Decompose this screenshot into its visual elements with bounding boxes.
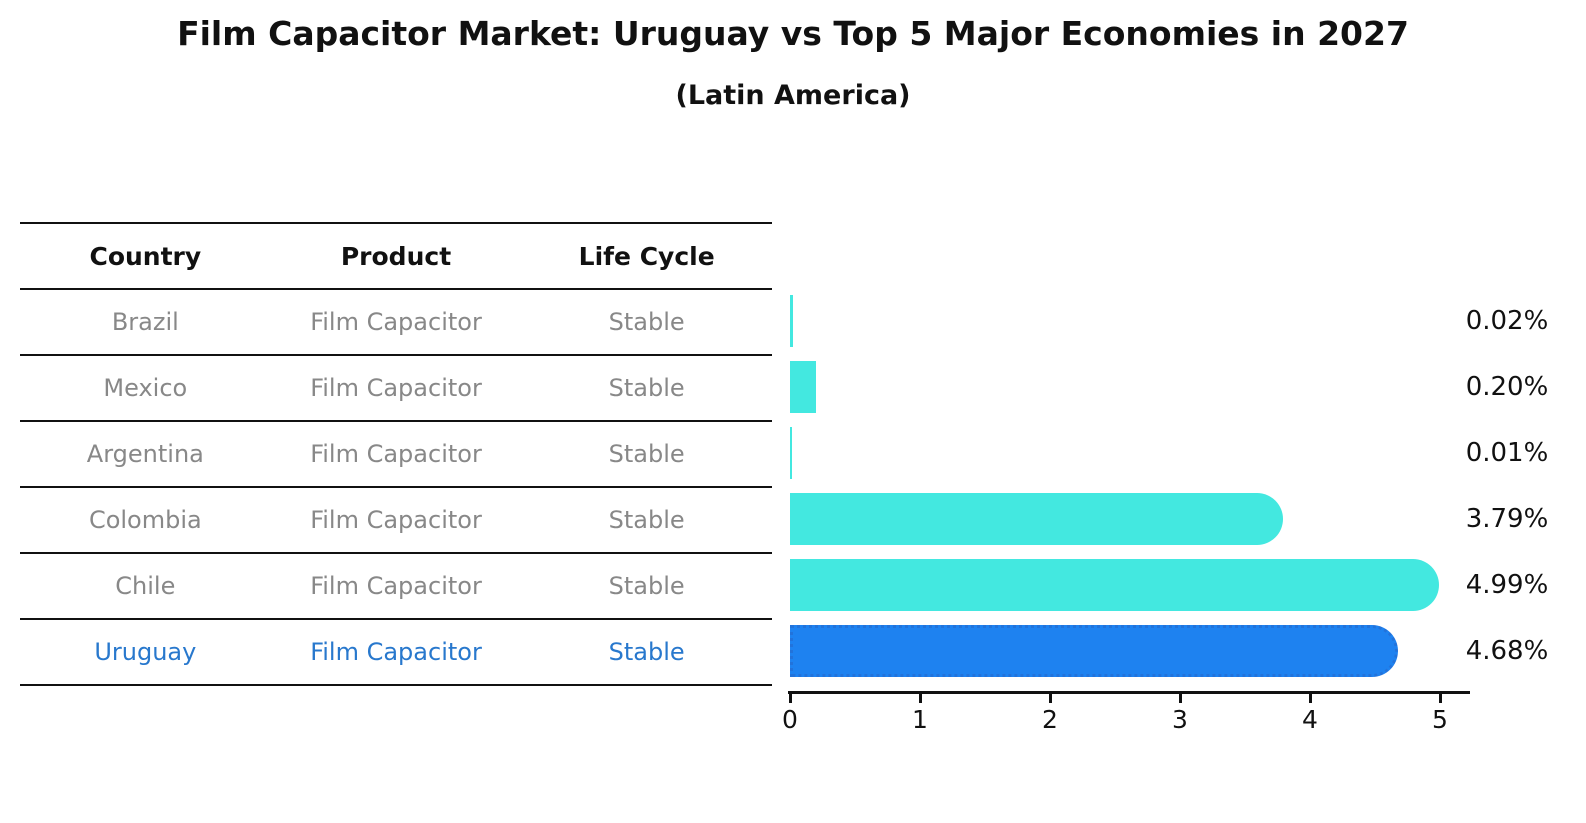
x-tick-label-4: 4 <box>1302 705 1318 734</box>
cell-product: Film Capacitor <box>310 638 482 666</box>
table-row-colombia: Colombia Film Capacitor Stable <box>20 488 772 554</box>
table-row-argentina: Argentina Film Capacitor Stable <box>20 422 772 488</box>
bar-uruguay <box>790 625 1398 677</box>
cell-lifecycle: Stable <box>608 638 685 666</box>
x-tick-label-0: 0 <box>782 705 798 734</box>
bar-brazil <box>790 295 793 347</box>
x-axis-line <box>788 691 1470 694</box>
chart-subtitle: (Latin America) <box>675 80 911 111</box>
value-label-uruguay: 4.68% <box>1465 636 1549 666</box>
cell-product: Film Capacitor <box>310 308 482 336</box>
table-row-uruguay: Uruguay Film Capacitor Stable <box>20 620 772 686</box>
chart-title: Film Capacitor Market: Uruguay vs Top 5 … <box>177 14 1409 53</box>
cell-lifecycle: Stable <box>608 506 685 534</box>
cell-product: Film Capacitor <box>310 572 482 600</box>
value-label-colombia: 3.79% <box>1465 504 1549 534</box>
cell-country: Brazil <box>111 308 179 336</box>
bar-chile <box>790 559 1439 611</box>
x-tick-mark-1 <box>919 694 922 703</box>
cell-lifecycle: Stable <box>608 440 685 468</box>
table-header-row: Country Product Life Cycle <box>20 222 772 290</box>
cell-lifecycle: Stable <box>608 308 685 336</box>
column-header-product: Product <box>340 241 452 271</box>
x-tick-label-5: 5 <box>1432 705 1448 734</box>
x-tick-mark-5 <box>1439 694 1442 703</box>
column-header-lifecycle: Life Cycle <box>578 241 715 271</box>
value-label-mexico: 0.20% <box>1465 372 1549 402</box>
x-tick-mark-4 <box>1309 694 1312 703</box>
cell-product: Film Capacitor <box>310 440 482 468</box>
x-tick-label-1: 1 <box>912 705 928 734</box>
column-header-country: Country <box>89 241 202 271</box>
x-tick-label-2: 2 <box>1042 705 1058 734</box>
value-label-brazil: 0.02% <box>1465 306 1549 336</box>
x-tick-mark-2 <box>1049 694 1052 703</box>
x-tick-mark-3 <box>1179 694 1182 703</box>
value-label-argentina: 0.01% <box>1465 438 1549 468</box>
bar-mexico <box>790 361 816 413</box>
bar-argentina <box>790 427 792 479</box>
table-row-chile: Chile Film Capacitor Stable <box>20 554 772 620</box>
cell-country: Chile <box>115 572 176 600</box>
bar-colombia <box>790 493 1283 545</box>
table-row-mexico: Mexico Film Capacitor Stable <box>20 356 772 422</box>
country-table: Country Product Life Cycle Brazil Film Ca… <box>20 222 772 686</box>
cell-lifecycle: Stable <box>608 374 685 402</box>
value-label-chile: 4.99% <box>1465 570 1549 600</box>
cell-country: Mexico <box>103 374 188 402</box>
cell-country: Uruguay <box>94 638 197 666</box>
cell-lifecycle: Stable <box>608 572 685 600</box>
x-tick-mark-0 <box>789 694 792 703</box>
table-body: Brazil Film Capacitor Stable Mexico Film Cap… <box>20 290 772 686</box>
cell-country: Colombia <box>88 506 202 534</box>
x-tick-label-3: 3 <box>1172 705 1188 734</box>
cell-product: Film Capacitor <box>310 506 482 534</box>
table-row-brazil: Brazil Film Capacitor Stable <box>20 290 772 356</box>
cell-country: Argentina <box>86 440 204 468</box>
cell-product: Film Capacitor <box>310 374 482 402</box>
